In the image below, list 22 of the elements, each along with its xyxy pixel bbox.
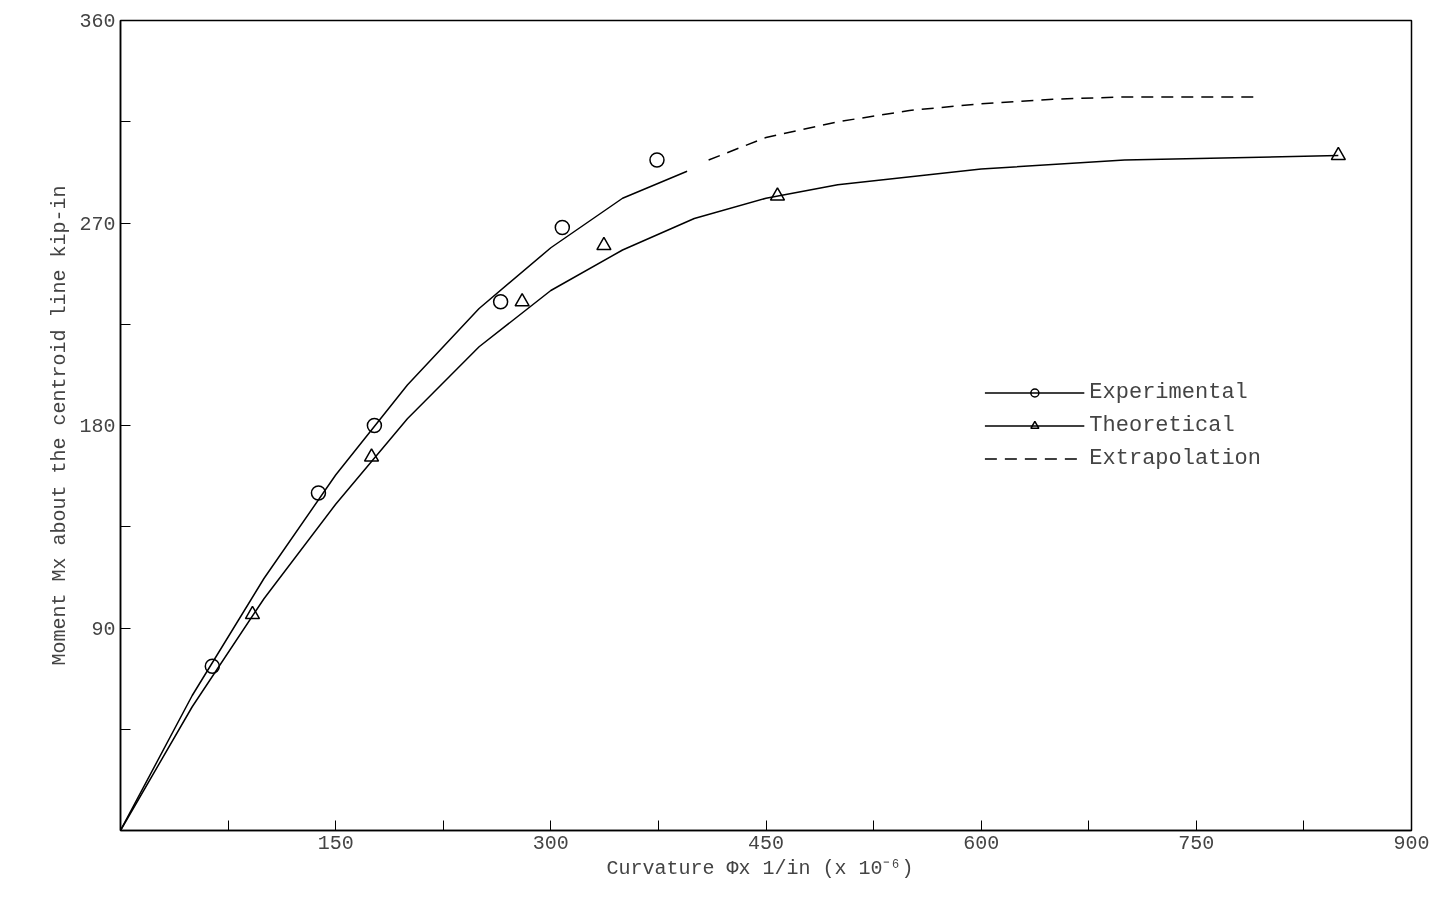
point	[554, 219, 571, 236]
y-tick-label: 180	[79, 415, 116, 438]
x-tick-label: 600	[963, 831, 1000, 855]
x-axis-title: Curvature Φx 1/in (x 10⁻⁶)	[606, 856, 914, 880]
point	[649, 152, 665, 168]
legend-label: Theoretical	[1089, 412, 1235, 438]
line-series	[707, 96, 1255, 161]
point	[596, 236, 612, 251]
point	[514, 292, 530, 307]
y-tick-label: 90	[91, 617, 116, 641]
x-tick-label: 150	[317, 831, 354, 855]
point	[1330, 146, 1347, 161]
y-tick-label: 270	[79, 212, 116, 236]
legend-label: Experimental	[1089, 379, 1248, 405]
point	[492, 294, 509, 310]
y-axis-title: Moment Mx about the centroid line kip-in	[48, 185, 72, 666]
x-tick-label: 900	[1393, 831, 1430, 855]
x-tick-label: 450	[748, 831, 785, 855]
y-tick-label: 360	[79, 10, 116, 33]
x-tick-label: 750	[1178, 831, 1215, 855]
x-tick-label: 300	[532, 831, 569, 855]
legend-label: Extrapolation	[1089, 445, 1261, 471]
